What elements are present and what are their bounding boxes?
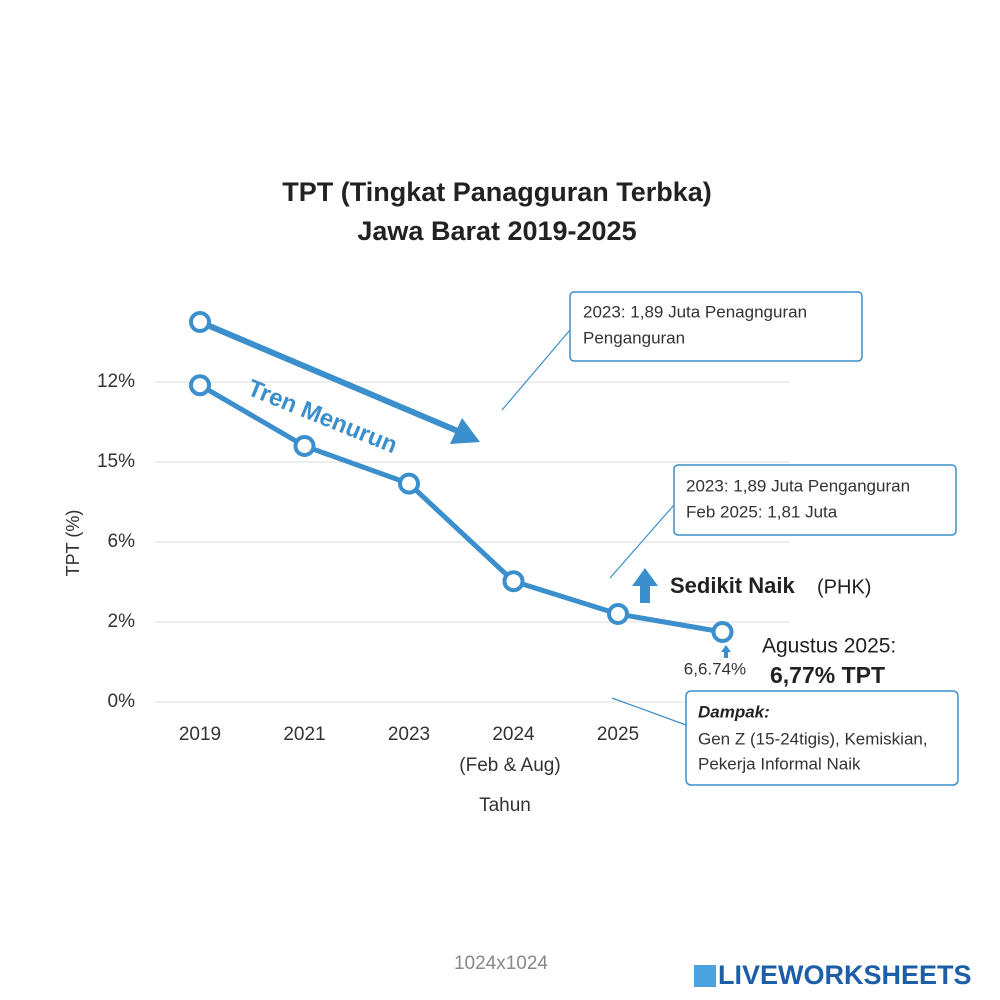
annotation: Pekerja Informal Naik xyxy=(698,754,861,773)
y-tick-label: 2% xyxy=(108,611,136,632)
y-tick-label: 6% xyxy=(108,531,136,552)
y-tick-label: 15% xyxy=(97,451,135,472)
point xyxy=(398,472,420,495)
footer: 1024x1024 xyxy=(454,953,548,974)
annotation: Agustus 2025: xyxy=(762,635,896,658)
leader-line xyxy=(609,504,675,579)
annotation: 6,77% TPT xyxy=(770,662,885,688)
brand-logo xyxy=(694,965,716,987)
chart-title: Jawa Barat 2019-2025 xyxy=(357,216,636,246)
annotation: Penganguran xyxy=(583,328,685,347)
line xyxy=(198,383,723,635)
x-tick-label: 2021 xyxy=(283,724,325,745)
annotation: 2023: 1,89 Juta Penganguran xyxy=(686,476,910,495)
brand: LIVEWORKSHEETS xyxy=(718,960,972,990)
annotation: Gen Z (15-24tigis), Kemiskian, xyxy=(698,729,928,748)
x-axis-label: Tahun xyxy=(479,795,531,816)
x-tick-label: 2025 xyxy=(597,724,639,745)
annotation: (PHK) xyxy=(817,576,871,598)
annotation: Feb 2025: 1,81 Juta xyxy=(686,502,838,521)
y-axis-label: TPT (%) xyxy=(63,510,83,577)
point xyxy=(293,435,316,457)
point xyxy=(189,374,211,397)
x-tick-label: 2023 xyxy=(388,724,430,745)
point xyxy=(502,570,525,593)
annotation: 2023: 1,89 Juta Penagnguran xyxy=(583,302,807,321)
point xyxy=(607,603,629,625)
x-note: (Feb & Aug) xyxy=(459,755,560,776)
leader-line xyxy=(501,329,571,411)
chart-title: TPT (Tingkat Panagguran Terbka) xyxy=(282,177,712,207)
annotation: Dampak: xyxy=(698,702,770,721)
annotation-box xyxy=(569,291,863,362)
trend-arrow xyxy=(198,319,462,435)
x-tick-label: 2019 xyxy=(179,724,221,745)
y-tick-label: 12% xyxy=(97,371,135,392)
small-arrow xyxy=(721,645,731,658)
trend-arrowhead xyxy=(450,418,480,444)
data-label: 6,6.74% xyxy=(684,659,746,678)
point xyxy=(711,621,734,643)
rise-arrow xyxy=(632,568,658,603)
annotation-box xyxy=(685,690,959,786)
leader-line xyxy=(611,697,687,726)
trend-start xyxy=(189,311,211,333)
y-tick-label: 0% xyxy=(108,691,136,712)
x-tick-label: 2024 xyxy=(492,724,535,745)
annotation: Sedikit Naik xyxy=(670,573,795,598)
trend-label: Tren Menurun xyxy=(244,375,401,459)
annotation-box xyxy=(673,464,957,536)
